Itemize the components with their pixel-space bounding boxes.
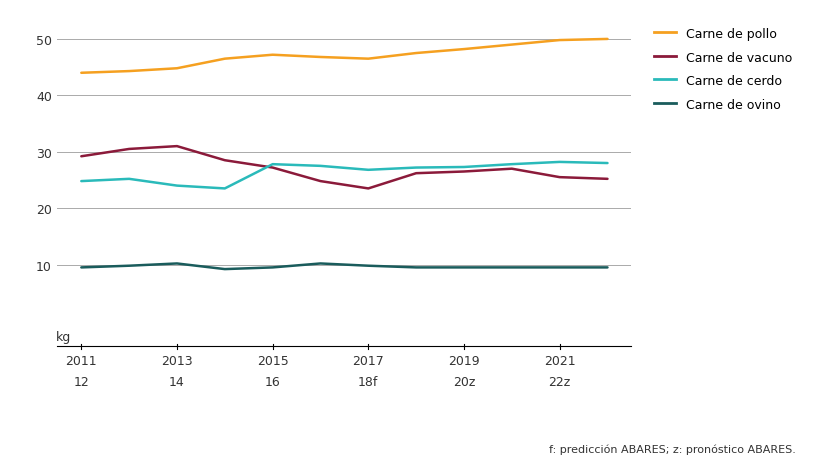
Text: kg: kg	[56, 330, 71, 343]
Legend: Carne de pollo, Carne de vacuno, Carne de cerdo, Carne de ovino: Carne de pollo, Carne de vacuno, Carne d…	[648, 23, 796, 117]
Text: 22z: 22z	[548, 375, 570, 388]
Text: 2019: 2019	[448, 354, 479, 367]
Text: f: predicción ABARES; ​z​: pronóstico ABARES.: f: predicción ABARES; ​z​: pronóstico AB…	[548, 444, 794, 454]
Text: 2021: 2021	[543, 354, 575, 367]
Text: 2017: 2017	[352, 354, 384, 367]
Text: 20z: 20z	[452, 375, 474, 388]
Text: 2013: 2013	[161, 354, 192, 367]
Text: 2011: 2011	[66, 354, 97, 367]
Text: 14: 14	[169, 375, 184, 388]
Text: 16: 16	[265, 375, 280, 388]
Text: 18f: 18f	[358, 375, 378, 388]
Text: 12: 12	[74, 375, 89, 388]
Text: 2015: 2015	[256, 354, 288, 367]
